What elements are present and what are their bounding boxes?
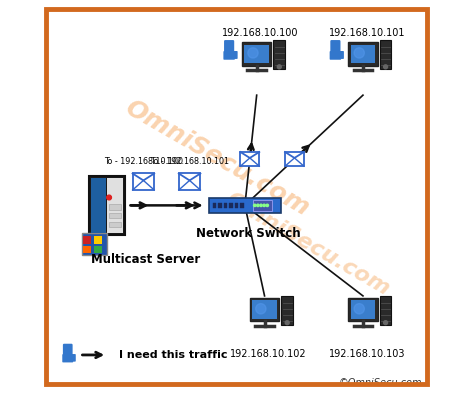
FancyBboxPatch shape: [240, 203, 244, 208]
Text: Network Switch: Network Switch: [197, 227, 301, 240]
FancyBboxPatch shape: [380, 40, 392, 69]
FancyBboxPatch shape: [179, 173, 201, 190]
FancyBboxPatch shape: [218, 203, 222, 208]
Text: OmniSecu.com: OmniSecu.com: [222, 190, 393, 300]
Circle shape: [266, 204, 268, 207]
FancyBboxPatch shape: [339, 51, 344, 59]
FancyBboxPatch shape: [233, 51, 237, 59]
FancyBboxPatch shape: [224, 203, 227, 208]
FancyBboxPatch shape: [209, 198, 281, 213]
FancyBboxPatch shape: [281, 295, 293, 325]
FancyBboxPatch shape: [133, 173, 154, 190]
FancyBboxPatch shape: [285, 152, 304, 166]
Text: 192.168.10.103: 192.168.10.103: [328, 349, 405, 359]
Circle shape: [107, 195, 111, 200]
FancyBboxPatch shape: [107, 178, 123, 233]
FancyBboxPatch shape: [109, 213, 121, 218]
Text: Multicast Server: Multicast Server: [91, 253, 201, 265]
FancyBboxPatch shape: [82, 237, 91, 244]
Circle shape: [263, 204, 265, 207]
FancyBboxPatch shape: [242, 42, 272, 66]
FancyBboxPatch shape: [240, 152, 259, 166]
FancyBboxPatch shape: [273, 40, 285, 69]
FancyBboxPatch shape: [109, 204, 121, 210]
FancyBboxPatch shape: [329, 51, 341, 60]
FancyBboxPatch shape: [109, 222, 121, 227]
FancyBboxPatch shape: [213, 203, 216, 208]
Circle shape: [254, 204, 256, 207]
FancyBboxPatch shape: [351, 45, 375, 63]
FancyBboxPatch shape: [250, 298, 279, 322]
Circle shape: [383, 65, 388, 69]
FancyBboxPatch shape: [94, 246, 102, 254]
Text: To - 192.168.10.101: To - 192.168.10.101: [150, 157, 229, 166]
Text: 192.168.10.102: 192.168.10.102: [230, 349, 307, 359]
Circle shape: [248, 48, 258, 58]
Text: ©OmniSecu.com: ©OmniSecu.com: [338, 378, 422, 388]
Circle shape: [354, 304, 365, 314]
FancyBboxPatch shape: [244, 45, 269, 63]
Circle shape: [383, 321, 388, 325]
FancyBboxPatch shape: [223, 51, 235, 60]
FancyBboxPatch shape: [348, 42, 378, 66]
Text: I need this traffic: I need this traffic: [119, 350, 228, 360]
Circle shape: [354, 48, 365, 58]
FancyBboxPatch shape: [82, 246, 91, 254]
FancyBboxPatch shape: [94, 237, 102, 244]
Circle shape: [260, 204, 262, 207]
FancyBboxPatch shape: [82, 233, 107, 254]
Text: 192.168.10.101: 192.168.10.101: [328, 28, 405, 38]
Text: To - 192.168.10.100: To - 192.168.10.100: [104, 157, 183, 166]
Text: 192.168.10.100: 192.168.10.100: [222, 28, 299, 38]
Circle shape: [277, 65, 281, 69]
FancyBboxPatch shape: [235, 203, 238, 208]
FancyBboxPatch shape: [348, 298, 378, 322]
FancyBboxPatch shape: [380, 295, 392, 325]
FancyBboxPatch shape: [62, 354, 73, 363]
Text: OmniSecu.com: OmniSecu.com: [121, 96, 314, 221]
Circle shape: [255, 304, 266, 314]
Circle shape: [257, 204, 259, 207]
FancyBboxPatch shape: [224, 40, 234, 53]
FancyBboxPatch shape: [90, 176, 125, 235]
FancyBboxPatch shape: [71, 354, 76, 362]
FancyBboxPatch shape: [252, 301, 277, 319]
FancyBboxPatch shape: [351, 301, 375, 319]
FancyBboxPatch shape: [229, 203, 233, 208]
FancyBboxPatch shape: [253, 200, 273, 211]
FancyBboxPatch shape: [63, 344, 73, 356]
Circle shape: [285, 321, 289, 325]
FancyBboxPatch shape: [91, 178, 106, 233]
FancyBboxPatch shape: [330, 40, 340, 53]
